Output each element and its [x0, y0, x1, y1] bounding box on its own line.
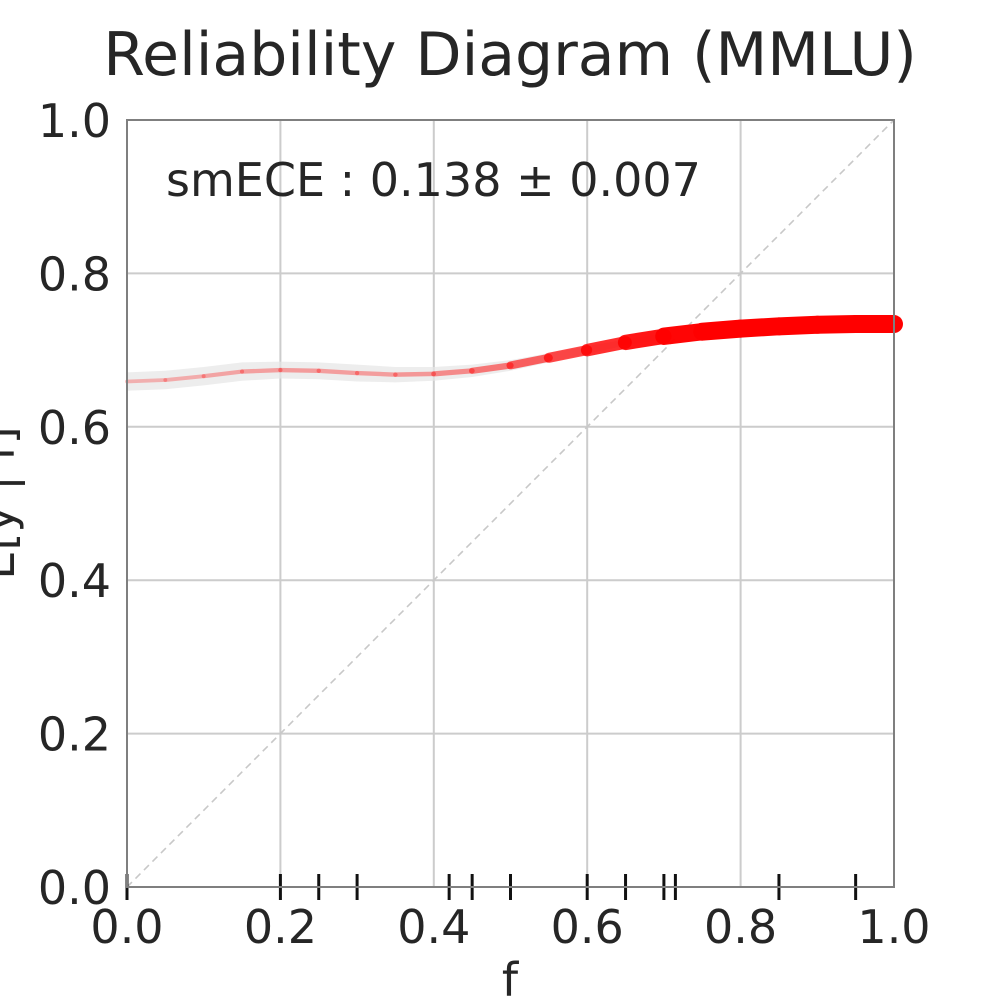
y-tick-label-1: 0.2	[38, 708, 111, 762]
curve-segment-11	[543, 345, 593, 363]
smece-annotation: smECE : 0.138 ± 0.007	[166, 153, 701, 207]
curve-segment-10	[506, 353, 553, 370]
x-tick-label-0: 0.0	[90, 900, 163, 954]
curve-segment-2	[201, 369, 245, 379]
y-tick-label-5: 1.0	[38, 94, 111, 148]
calibration-curve	[125, 315, 903, 384]
plot-frame	[126, 119, 895, 888]
curve-segment-4	[278, 367, 321, 374]
x-tick-label-3: 0.6	[551, 900, 624, 954]
confidence-band	[127, 319, 894, 391]
curve-segment-3	[239, 367, 283, 374]
diagonal-reference	[126, 119, 895, 888]
diagonal-line	[126, 119, 895, 888]
y-tick-label-0: 0.0	[38, 861, 111, 915]
curve-segment-9	[469, 362, 514, 374]
chart-title: Reliability Diagram (MMLU)	[103, 20, 917, 90]
x-tick-label-4: 0.8	[704, 900, 777, 954]
x-tick-label-1: 0.2	[244, 900, 317, 954]
x-tick-label-5: 1.0	[857, 900, 930, 954]
x-tick-labels: 0.0 0.2 0.4 0.6 0.8 1.0	[90, 900, 930, 954]
y-tick-label-2: 0.4	[38, 554, 111, 608]
y-axis-label: E[y | f]	[0, 426, 26, 579]
curve-segment-0	[125, 378, 168, 384]
curve-segment-1	[163, 374, 206, 382]
y-tick-label-3: 0.6	[38, 401, 111, 455]
curve-segment-5	[316, 368, 360, 376]
band-area	[127, 319, 894, 391]
y-tick-label-4: 0.8	[38, 247, 111, 301]
y-tick-labels: 0.0 0.2 0.4 0.6 0.8 1.0	[38, 94, 111, 915]
curve-segment-6	[354, 370, 398, 377]
x-axis-label: f	[502, 953, 520, 997]
curve-segment-8	[431, 368, 475, 377]
curve-segment-7	[393, 371, 437, 377]
x-tick-label-2: 0.4	[397, 900, 470, 954]
